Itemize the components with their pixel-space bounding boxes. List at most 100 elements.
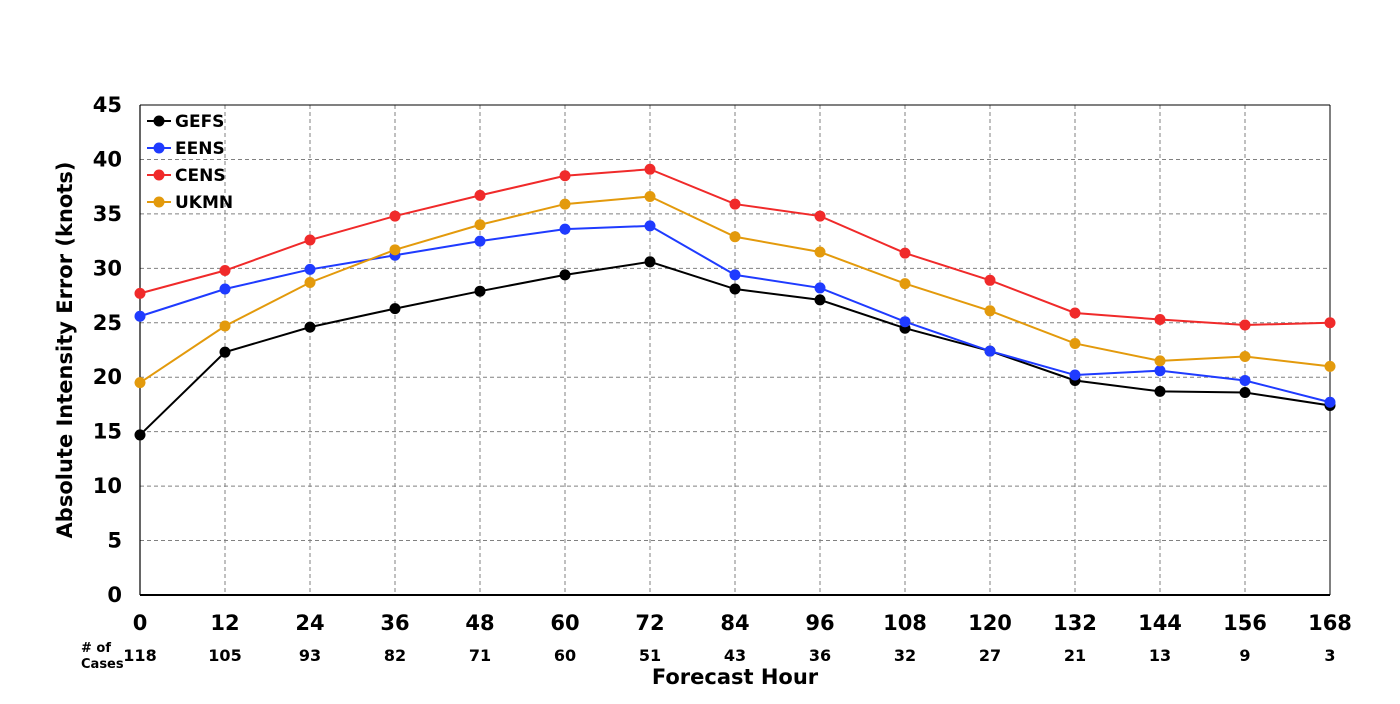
legend-label: CENS xyxy=(175,166,226,186)
data-point-eens xyxy=(899,316,911,328)
x-tick-label: 24 xyxy=(295,611,324,635)
x-tick-label: 72 xyxy=(635,611,664,635)
data-point-ukmn xyxy=(729,231,741,243)
data-point-eens xyxy=(1069,369,1081,381)
x-tick-label: 132 xyxy=(1053,611,1097,635)
data-point-eens xyxy=(1324,396,1336,408)
x-tick-label: 156 xyxy=(1223,611,1267,635)
data-point-eens xyxy=(559,223,571,235)
data-point-eens xyxy=(474,235,486,247)
x-tick-label: 96 xyxy=(805,611,834,635)
data-point-gefs xyxy=(304,321,316,333)
legend-swatch-marker xyxy=(153,142,165,154)
case-count: 9 xyxy=(1239,646,1250,665)
data-point-gefs xyxy=(814,294,826,306)
legend-swatch-marker xyxy=(153,196,165,208)
data-point-gefs xyxy=(559,269,571,281)
legend-swatch-marker xyxy=(153,115,165,127)
legend: GEFS EENS CENS UKMN xyxy=(147,112,233,213)
data-point-ukmn xyxy=(389,244,401,256)
legend-swatch-marker xyxy=(153,169,165,181)
grid xyxy=(140,104,1331,595)
data-point-ukmn xyxy=(134,377,146,389)
y-tick-label: 45 xyxy=(93,93,122,117)
axes xyxy=(139,104,1331,596)
legend-item-cens: CENS xyxy=(147,166,226,186)
data-point-eens xyxy=(304,263,316,275)
data-point-cens xyxy=(1324,317,1336,329)
data-point-eens xyxy=(814,282,826,294)
data-point-gefs xyxy=(1239,386,1251,398)
series-lines xyxy=(134,163,1336,441)
x-tick-label: 60 xyxy=(550,611,579,635)
legend-item-eens: EENS xyxy=(147,139,225,159)
data-point-cens xyxy=(984,274,996,286)
series-eens xyxy=(134,220,1336,408)
x-tick-label: 84 xyxy=(720,611,749,635)
data-point-cens xyxy=(1239,319,1251,331)
data-point-ukmn xyxy=(814,246,826,258)
data-point-ukmn xyxy=(1154,355,1166,367)
case-count: 71 xyxy=(469,646,491,665)
case-count: 51 xyxy=(639,646,661,665)
case-count: 105 xyxy=(208,646,241,665)
case-count: 43 xyxy=(724,646,746,665)
legend-item-ukmn: UKMN xyxy=(147,193,233,213)
data-point-cens xyxy=(729,198,741,210)
data-point-ukmn xyxy=(304,276,316,288)
series-cens xyxy=(134,163,1336,331)
case-count: 13 xyxy=(1149,646,1171,665)
x-tick-label: 48 xyxy=(465,611,494,635)
case-count: 93 xyxy=(299,646,321,665)
data-point-gefs xyxy=(389,303,401,315)
case-count: 32 xyxy=(894,646,916,665)
data-point-ukmn xyxy=(1239,351,1251,363)
data-point-cens xyxy=(304,234,316,246)
case-count: 118 xyxy=(123,646,156,665)
data-point-ukmn xyxy=(219,320,231,332)
data-point-gefs xyxy=(134,429,146,441)
cases-label-line2: Cases xyxy=(81,657,124,672)
y-tick-label: 15 xyxy=(93,420,122,444)
case-counts: # of Cases 118 105 93 82 71 60 51 43 36 32 27 21 13 9… xyxy=(81,641,1336,672)
data-point-ukmn xyxy=(1324,360,1336,372)
data-point-ukmn xyxy=(1069,337,1081,349)
case-count: 27 xyxy=(979,646,1001,665)
data-point-cens xyxy=(1154,314,1166,326)
tick-labels: 0 5 10 15 20 25 30 35 40 45 0 12 24 36 48 60 72 84 96 108 12… xyxy=(93,93,1352,635)
case-count: 3 xyxy=(1324,646,1335,665)
legend-label: UKMN xyxy=(175,193,233,213)
x-tick-label: 120 xyxy=(968,611,1012,635)
x-tick-label: 168 xyxy=(1308,611,1352,635)
data-point-cens xyxy=(644,163,656,175)
data-point-eens xyxy=(1154,365,1166,377)
cases-label-line1: # of xyxy=(81,641,111,656)
data-point-eens xyxy=(644,220,656,232)
y-tick-label: 30 xyxy=(93,256,122,280)
data-point-cens xyxy=(899,247,911,259)
case-count: 21 xyxy=(1064,646,1086,665)
data-point-cens xyxy=(814,210,826,222)
x-tick-label: 0 xyxy=(133,611,148,635)
y-tick-label: 35 xyxy=(93,202,122,226)
data-point-ukmn xyxy=(984,305,996,317)
x-axis-title: Forecast Hour xyxy=(652,665,819,689)
series-ukmn xyxy=(134,190,1336,389)
data-point-gefs xyxy=(1154,385,1166,397)
data-point-cens xyxy=(559,170,571,182)
y-axis-title: Absolute Intensity Error (knots) xyxy=(53,162,77,539)
data-point-gefs xyxy=(474,285,486,297)
y-tick-label: 25 xyxy=(93,311,122,335)
y-tick-label: 0 xyxy=(107,583,122,607)
data-point-ukmn xyxy=(644,190,656,202)
y-tick-label: 40 xyxy=(93,147,122,171)
data-point-cens xyxy=(1069,307,1081,319)
x-tick-label: 12 xyxy=(210,611,239,635)
y-tick-label: 5 xyxy=(107,529,122,553)
data-point-cens xyxy=(219,265,231,277)
data-point-eens xyxy=(1239,374,1251,386)
y-tick-label: 20 xyxy=(93,365,122,389)
data-point-eens xyxy=(134,310,146,322)
